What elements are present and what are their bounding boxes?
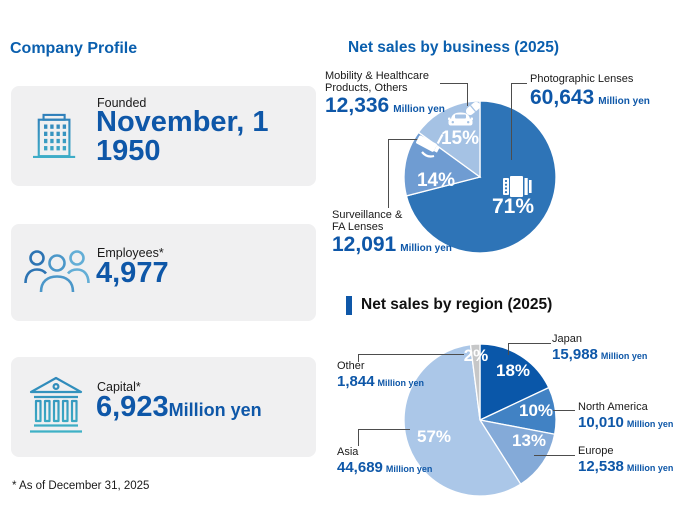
leader-line-other bbox=[358, 354, 464, 362]
callout-photographic: Photographic Lenses 60,643 Million yen bbox=[530, 73, 650, 109]
car-icon bbox=[448, 112, 473, 126]
founded-value: November, 1 1950 bbox=[96, 106, 269, 167]
business-chart-title: Net sales by business (2025) bbox=[348, 39, 560, 56]
callout-mobility: Mobility & Healthcare Products, Others 1… bbox=[325, 70, 445, 117]
leader-line-japan bbox=[508, 343, 551, 355]
callout-north-america: North America 10,010 Million yen bbox=[578, 401, 674, 431]
slice-name-north-america: North America bbox=[578, 401, 648, 413]
title-accent-bar bbox=[346, 296, 352, 315]
bank-icon bbox=[29, 376, 83, 433]
pct-photographic: 71% bbox=[491, 195, 535, 218]
cctv-camera-icon bbox=[416, 134, 444, 158]
pie-slice bbox=[403, 343, 522, 497]
pct-north-america: 10% bbox=[518, 401, 554, 420]
unit-north-america: Million yen bbox=[626, 418, 674, 429]
slice-name-japan: Japan bbox=[552, 333, 582, 345]
slice-name-photographic: Photographic Lenses bbox=[530, 73, 634, 85]
slice-value-surveillance: 12,091 bbox=[332, 233, 397, 256]
leader-line-photographic bbox=[511, 83, 527, 160]
region-chart-title-block: Net sales by region (2025) bbox=[346, 296, 552, 320]
leader-line-asia bbox=[358, 429, 410, 446]
business-pie-chart bbox=[403, 100, 557, 254]
slice-value-north-america: 10,010 bbox=[578, 413, 624, 431]
footnote: * As of December 31, 2025 bbox=[12, 480, 150, 492]
callout-asia: Asia 44,689 Million yen bbox=[337, 446, 433, 476]
leader-line-mobility bbox=[440, 83, 468, 106]
unit-photographic: Million yen bbox=[598, 95, 650, 107]
region-pie-chart bbox=[403, 343, 557, 497]
capital-card: Capital* 6,923Million yen bbox=[11, 357, 316, 457]
slice-name-asia: Asia bbox=[337, 446, 359, 458]
capital-label: Capital* bbox=[97, 380, 141, 394]
pie-slice bbox=[469, 343, 481, 421]
slice-name-other: Other bbox=[337, 360, 365, 372]
unit-mobility: Million yen bbox=[393, 104, 445, 115]
camera-lens-icon bbox=[503, 176, 532, 197]
leader-line-surveillance bbox=[388, 139, 422, 208]
pct-europe: 13% bbox=[511, 431, 547, 450]
founded-label: Founded bbox=[97, 96, 147, 110]
callout-other: Other 1,844 Million yen bbox=[337, 360, 425, 390]
capital-unit: Million yen bbox=[168, 400, 262, 420]
founded-card: Founded November, 1 1950 bbox=[11, 86, 316, 186]
slice-value-japan: 15,988 bbox=[552, 345, 598, 363]
callout-surveillance: Surveillance & FA Lenses 12,091 Million … bbox=[332, 209, 452, 256]
leader-line-north-america bbox=[553, 410, 575, 411]
slice-name-europe: Europe bbox=[578, 445, 614, 457]
leader-line-europe bbox=[534, 455, 575, 456]
slice-value-photographic: 60,643 bbox=[530, 85, 595, 109]
pct-asia: 57% bbox=[416, 427, 452, 446]
pie-slice bbox=[479, 343, 550, 422]
pct-japan: 18% bbox=[495, 361, 531, 380]
employees-label: Employees* bbox=[97, 246, 164, 260]
pie-slice bbox=[405, 100, 557, 254]
unit-other: Million yen bbox=[377, 377, 425, 388]
unit-japan: Million yen bbox=[600, 350, 648, 361]
unit-surveillance: Million yen bbox=[400, 243, 452, 254]
slice-value-other: 1,844 bbox=[337, 372, 375, 390]
building-icon bbox=[33, 113, 76, 159]
slice-value-europe: 12,538 bbox=[578, 457, 624, 475]
unit-asia: Million yen bbox=[385, 463, 433, 474]
pct-mobility: 15% bbox=[440, 128, 480, 149]
slice-name-mobility: Mobility & Healthcare Products, Others bbox=[325, 70, 429, 94]
capital-amount: 6,923 bbox=[96, 391, 169, 423]
slice-value-asia: 44,689 bbox=[337, 458, 383, 476]
employees-card: Employees* 4,977 bbox=[11, 224, 316, 321]
people-icon bbox=[24, 250, 90, 293]
capital-value: 6,923Million yen bbox=[96, 393, 262, 425]
callout-japan: Japan 15,988 Million yen bbox=[552, 333, 648, 363]
pct-surveillance: 14% bbox=[416, 170, 456, 191]
pie-slice bbox=[478, 419, 556, 486]
slice-name-surveillance: Surveillance & FA Lenses bbox=[332, 209, 403, 233]
pill-icon bbox=[465, 101, 481, 116]
pct-other: 2% bbox=[463, 346, 489, 365]
callout-europe: Europe 12,538 Million yen bbox=[578, 445, 674, 475]
slice-value-mobility: 12,336 bbox=[325, 94, 390, 117]
employees-value: 4,977 bbox=[96, 257, 169, 289]
pie-slice bbox=[403, 131, 482, 197]
region-chart-title: Net sales by region (2025) bbox=[361, 296, 553, 313]
page-title: Company Profile bbox=[10, 40, 138, 57]
unit-europe: Million yen bbox=[626, 462, 674, 473]
